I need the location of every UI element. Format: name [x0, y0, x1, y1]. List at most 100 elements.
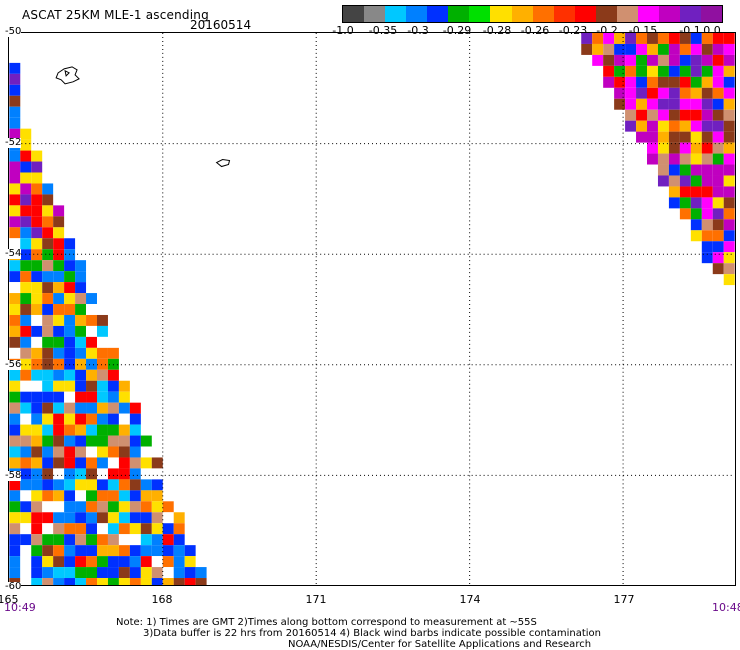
swath-cell — [75, 325, 87, 337]
swath-cell — [64, 468, 76, 480]
swath-cell — [679, 76, 691, 88]
swath-cell — [31, 523, 43, 535]
swath-cell — [42, 424, 54, 436]
swath-cell — [129, 523, 141, 535]
swath-cell — [42, 336, 54, 348]
swath-cell — [20, 578, 32, 585]
swath-cell — [118, 501, 130, 513]
swath-cell — [614, 65, 626, 77]
swath-cell — [53, 325, 65, 337]
swath-cell — [86, 402, 97, 414]
swath-cell — [75, 512, 87, 524]
swath-cell — [64, 325, 76, 337]
swath-cell — [151, 457, 163, 469]
swath-cell — [31, 556, 43, 568]
swath-cell — [96, 380, 108, 392]
swath-cell — [64, 479, 76, 491]
swath-cell — [723, 98, 735, 110]
legend-swatch — [701, 6, 723, 22]
swath-cell — [53, 216, 65, 228]
swath-cell — [20, 271, 32, 283]
swath-cell — [657, 54, 669, 66]
swath-cell — [31, 380, 43, 392]
swath-cell — [9, 512, 21, 524]
swath-cell — [129, 457, 141, 469]
swath-cell — [614, 87, 626, 99]
map-plot — [8, 32, 736, 586]
swath-cell — [679, 153, 691, 165]
swath-cell — [657, 87, 669, 99]
legend-label: -0.28 — [482, 24, 512, 37]
swath-cell — [690, 164, 702, 176]
swath-cell — [636, 43, 648, 55]
swath-cell — [657, 109, 669, 121]
swath-cell — [20, 336, 32, 348]
swath-cell — [701, 43, 713, 55]
swath-cell — [86, 457, 97, 469]
swath-cell — [64, 501, 76, 513]
swath-cell — [723, 263, 735, 275]
swath-cell — [701, 142, 713, 154]
swath-cell — [42, 578, 54, 585]
swath-cell — [151, 490, 163, 502]
swath-cell — [712, 131, 724, 143]
swath-cell — [20, 534, 32, 546]
swath-cell — [592, 54, 604, 66]
swath-cell — [625, 120, 637, 132]
swath-cell — [679, 175, 691, 187]
swath-cell — [668, 33, 680, 44]
swath-cell — [20, 314, 32, 326]
swath-cell — [647, 98, 658, 110]
swath-cell — [20, 468, 32, 480]
swath-cell — [31, 545, 43, 557]
swath-cell — [151, 567, 163, 579]
swath-cell — [86, 413, 97, 425]
swath-cell — [592, 43, 604, 55]
swath-cell — [31, 314, 43, 326]
swath-cell — [723, 241, 735, 253]
swath-cell — [64, 567, 76, 579]
swath-cell — [42, 238, 54, 250]
swath-cell — [668, 98, 680, 110]
swath-cell — [31, 304, 43, 315]
swath-cell — [96, 490, 108, 502]
swath-cell — [75, 402, 87, 414]
swath-cell — [118, 380, 130, 392]
swath-cell — [603, 54, 615, 66]
swath-cell — [723, 33, 735, 44]
swath-cell — [151, 512, 163, 524]
swath-cell — [668, 175, 680, 187]
swath-cell — [9, 413, 21, 425]
swath-cell — [20, 161, 32, 173]
swath-cell — [86, 369, 97, 381]
swath-cell — [712, 109, 724, 121]
swath-cell — [96, 457, 108, 469]
swath-cell — [151, 501, 163, 513]
swath-cell — [690, 131, 702, 143]
swath-cell — [690, 87, 702, 99]
note-line-2: 3)Data buffer is 22 hrs from 20160514 4)… — [143, 628, 601, 639]
swath-cell — [64, 358, 76, 370]
swath-cell — [96, 512, 108, 524]
swath-cell — [96, 358, 108, 370]
swath-cell — [690, 54, 702, 66]
swath-cell — [140, 446, 152, 458]
swath-cell — [20, 128, 32, 140]
swath-cell — [679, 87, 691, 99]
swath-cell — [668, 65, 680, 77]
swath-cell — [53, 424, 65, 436]
swath-cell — [712, 33, 724, 44]
swath-cell — [614, 76, 626, 88]
swath-cell — [42, 293, 54, 305]
swath-cell — [173, 578, 185, 585]
swath-cell — [107, 380, 119, 392]
time-right-label: 10:48 — [712, 601, 740, 614]
swath-cell — [140, 501, 152, 513]
swath-cell — [42, 501, 54, 513]
swath-cell — [9, 128, 21, 140]
swath-cell — [96, 314, 108, 326]
swath-cell — [20, 457, 32, 469]
swath-cell — [690, 98, 702, 110]
swath-cell — [118, 424, 130, 436]
legend-swatch — [406, 6, 428, 22]
